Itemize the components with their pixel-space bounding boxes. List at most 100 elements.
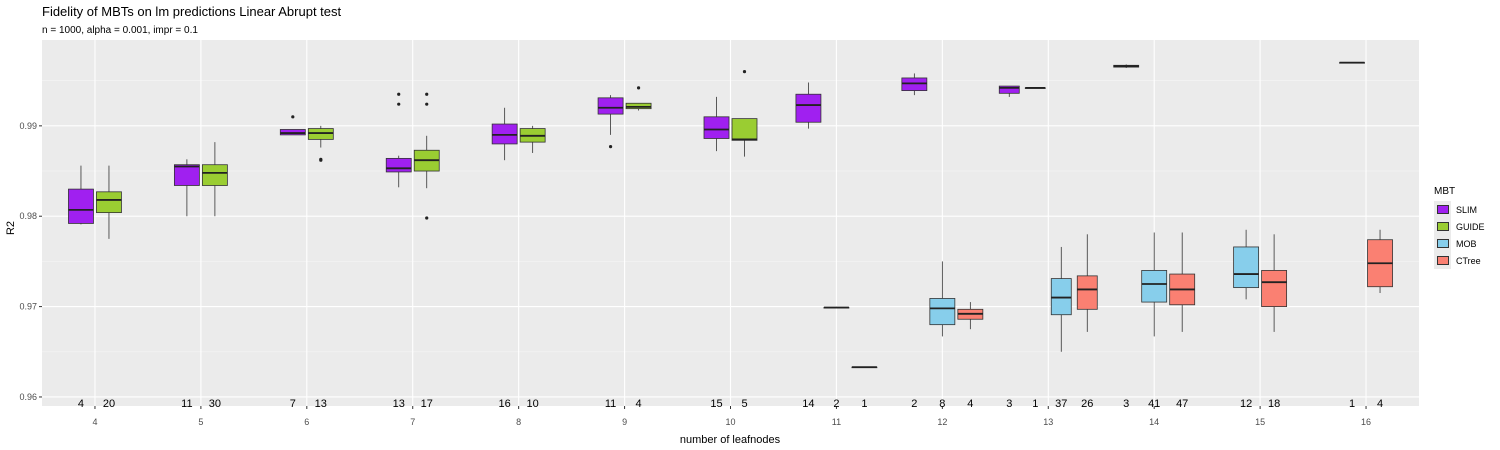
- box-slim: [795, 93, 822, 123]
- legend-item-slim: SLIM: [1434, 201, 1485, 218]
- legend-item-ctree: CTree: [1434, 252, 1485, 269]
- count-label: 7: [290, 398, 296, 410]
- y-tick-label: 0.98: [19, 211, 37, 221]
- x-tick-label: 4: [92, 417, 97, 427]
- box-mob: [1233, 246, 1260, 289]
- outlier-point: [425, 216, 429, 220]
- legend-label: GUIDE: [1456, 221, 1485, 232]
- count-label: 4: [967, 398, 973, 410]
- count-label: 17: [421, 398, 433, 410]
- legend-title: MBT: [1434, 186, 1456, 197]
- legend-key: [1434, 252, 1451, 269]
- x-tick-label: 7: [410, 417, 415, 427]
- count-label: 2: [833, 398, 839, 410]
- box-ctree: [1261, 270, 1288, 307]
- box-slim: [491, 123, 518, 145]
- box-mob: [1050, 278, 1072, 316]
- outlier-point: [425, 92, 429, 96]
- count-label: 15: [710, 398, 722, 410]
- count-label: 20: [103, 398, 115, 410]
- box-guide: [201, 164, 228, 186]
- legend-label: CTree: [1456, 255, 1481, 266]
- count-label: 2: [911, 398, 917, 410]
- count-label: 3: [1006, 398, 1012, 410]
- count-label: 47: [1176, 398, 1188, 410]
- chart-title: Fidelity of MBTs on lm predictions Linea…: [42, 4, 342, 19]
- box-guide: [96, 191, 122, 214]
- count-label: 11: [605, 398, 616, 410]
- legend-swatch: [1436, 239, 1449, 248]
- outlier-point: [742, 70, 747, 74]
- box-slim: [385, 157, 412, 173]
- x-tick-label: 10: [725, 417, 735, 427]
- legend-item-mob: MOB: [1434, 235, 1485, 252]
- x-tick-label: 11: [832, 417, 841, 427]
- count-label: 14: [802, 398, 814, 410]
- box-ctree: [1076, 275, 1098, 310]
- box-guide: [731, 118, 758, 141]
- count-label: 1: [1032, 398, 1038, 410]
- count-label: 1: [861, 398, 867, 410]
- count-label: 37: [1055, 398, 1067, 410]
- outlier-point: [291, 115, 295, 119]
- box-slim: [901, 77, 928, 92]
- count-label: 11: [181, 398, 192, 410]
- count-label: 4: [636, 398, 642, 410]
- legend-key: [1434, 201, 1451, 218]
- count-label: 30: [209, 398, 221, 410]
- count-label: 26: [1081, 398, 1093, 410]
- x-tick-label: 9: [622, 417, 627, 427]
- y-tick-label: 0.97: [19, 302, 37, 312]
- x-tick-label: 12: [937, 417, 947, 427]
- legend-item-guide: GUIDE: [1434, 218, 1485, 235]
- box-slim: [68, 188, 94, 224]
- count-label: 16: [499, 398, 511, 410]
- count-label: 4: [78, 398, 84, 410]
- x-tick-label: 15: [1255, 417, 1265, 427]
- box-guide: [307, 128, 334, 140]
- outlier-point: [397, 92, 401, 96]
- box-slim: [597, 97, 624, 115]
- count-label: 5: [741, 398, 747, 410]
- count-label: 4: [1377, 398, 1383, 410]
- count-label: 13: [315, 398, 327, 410]
- x-tick-label: 8: [516, 417, 521, 427]
- legend-swatch: [1436, 222, 1449, 231]
- box-guide: [625, 102, 652, 110]
- outlier-point: [608, 145, 613, 149]
- count-label: 10: [527, 398, 539, 410]
- count-label: 13: [393, 398, 405, 410]
- box-slim: [279, 129, 306, 136]
- x-axis-label: number of leafnodes: [679, 434, 781, 446]
- box-slim: [998, 85, 1020, 94]
- legend-swatch: [1436, 256, 1449, 265]
- count-label: 41: [1148, 398, 1160, 410]
- outlier-point: [636, 86, 641, 90]
- count-label: 3: [1123, 398, 1129, 410]
- legend-label: SLIM: [1456, 204, 1478, 215]
- chart-subtitle: n = 1000, alpha = 0.001, impr = 0.1: [42, 25, 198, 36]
- box-slim: [703, 116, 730, 139]
- x-tick-label: 5: [198, 417, 203, 427]
- legend: MBT SLIM GUIDE MOB CTree: [1434, 186, 1485, 269]
- count-label: 8: [939, 398, 945, 410]
- y-tick-label: 0.96: [19, 392, 37, 402]
- box-mob: [1141, 270, 1168, 303]
- legend-key: [1434, 218, 1451, 235]
- outlier-point: [319, 158, 323, 162]
- outlier-point: [425, 102, 429, 106]
- count-label: 12: [1240, 398, 1252, 410]
- x-tick-label: 14: [1149, 417, 1159, 427]
- x-tick-label: 13: [1043, 417, 1053, 427]
- x-tick-label: 6: [304, 417, 309, 427]
- count-label: 18: [1268, 398, 1280, 410]
- legend-swatch: [1436, 205, 1449, 214]
- count-label: 1: [1349, 398, 1355, 410]
- x-tick-label: 16: [1361, 417, 1371, 427]
- box-mob: [929, 298, 956, 326]
- box-slim: [173, 164, 200, 186]
- y-tick-label: 0.99: [19, 121, 37, 131]
- outlier-point: [397, 102, 401, 106]
